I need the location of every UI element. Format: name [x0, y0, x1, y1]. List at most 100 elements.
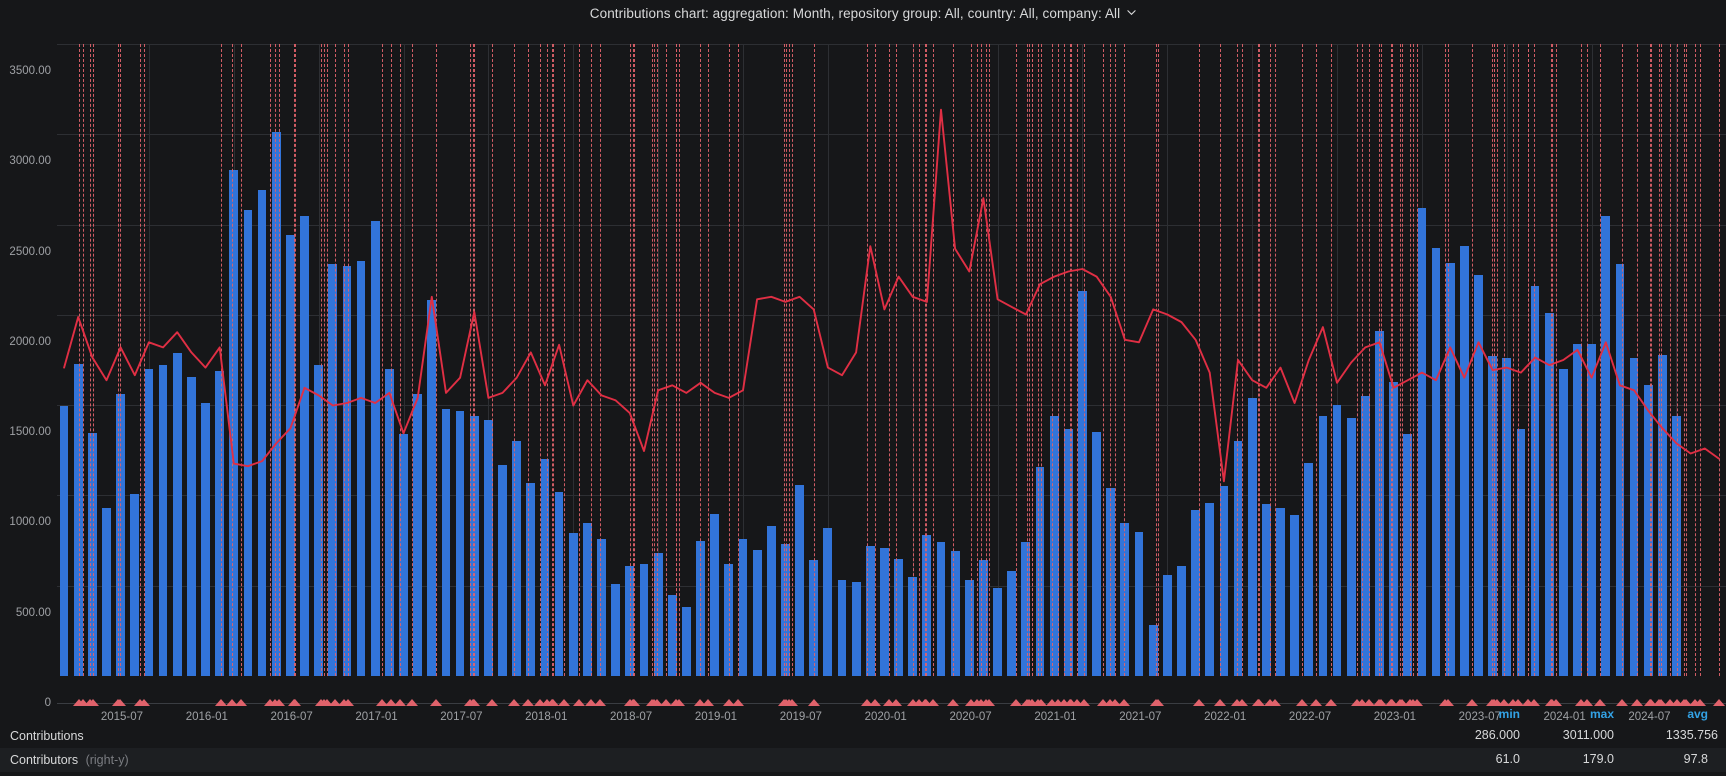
annotation-line[interactable]: [1699, 44, 1701, 676]
annotation-line[interactable]: [1402, 44, 1404, 676]
annotation-marker[interactable]: [1071, 699, 1084, 706]
annotation-line[interactable]: [563, 44, 565, 676]
bar[interactable]: [314, 365, 324, 676]
bar[interactable]: [1558, 369, 1568, 676]
legend-series-name[interactable]: Contributors (right-y): [10, 753, 129, 767]
annotation-marker[interactable]: [77, 699, 90, 706]
annotation-line[interactable]: [1270, 44, 1272, 676]
annotation-line[interactable]: [785, 44, 787, 676]
annotation-line[interactable]: [629, 44, 631, 676]
bar[interactable]: [385, 369, 394, 676]
annotation-line[interactable]: [1070, 44, 1072, 676]
annotation-line[interactable]: [1677, 44, 1679, 676]
annotation-marker[interactable]: [889, 699, 902, 706]
annotation-line[interactable]: [435, 44, 437, 676]
annotation-line[interactable]: [1518, 44, 1520, 676]
annotation-marker[interactable]: [1118, 699, 1131, 706]
bar[interactable]: [1318, 415, 1328, 676]
annotation-marker[interactable]: [342, 699, 355, 706]
annotation-marker[interactable]: [1644, 699, 1657, 706]
bar[interactable]: [738, 538, 748, 676]
annotation-line[interactable]: [323, 44, 325, 676]
annotation-line[interactable]: [411, 44, 413, 676]
bar[interactable]: [186, 377, 196, 676]
annotation-line[interactable]: [1158, 44, 1160, 676]
annotation-line[interactable]: [1027, 44, 1029, 676]
annotation-marker[interactable]: [1713, 699, 1726, 706]
annotation-line[interactable]: [1102, 44, 1104, 676]
bar[interactable]: [1389, 381, 1398, 676]
annotation-marker[interactable]: [694, 699, 707, 706]
bar[interactable]: [1346, 417, 1356, 676]
bar[interactable]: [1205, 502, 1215, 676]
bar[interactable]: [837, 580, 847, 676]
annotation-marker[interactable]: [1010, 699, 1022, 706]
annotation-line[interactable]: [1274, 44, 1276, 676]
bar[interactable]: [102, 508, 111, 676]
annotation-line[interactable]: [1494, 44, 1496, 676]
annotation-line[interactable]: [83, 44, 85, 676]
annotation-line[interactable]: [1413, 44, 1415, 676]
annotation-marker[interactable]: [722, 699, 735, 706]
annotation-marker[interactable]: [1410, 699, 1423, 706]
bar[interactable]: [1629, 358, 1639, 676]
annotation-marker[interactable]: [926, 699, 939, 706]
annotation-line[interactable]: [1316, 44, 1318, 676]
annotation-line[interactable]: [1685, 44, 1687, 676]
annotation-line[interactable]: [320, 44, 322, 676]
bar[interactable]: [1063, 428, 1073, 676]
annotation-line[interactable]: [1156, 44, 1158, 676]
annotation-marker[interactable]: [1046, 699, 1059, 706]
bar[interactable]: [158, 365, 168, 676]
annotation-line[interactable]: [241, 44, 243, 676]
annotation-marker[interactable]: [573, 699, 586, 706]
bar[interactable]: [1078, 291, 1087, 676]
annotation-line[interactable]: [1658, 44, 1660, 676]
annotation-line[interactable]: [986, 44, 988, 676]
bar[interactable]: [172, 352, 182, 676]
annotation-marker[interactable]: [226, 699, 239, 706]
bar[interactable]: [59, 406, 69, 676]
bar[interactable]: [583, 522, 592, 676]
bar[interactable]: [300, 215, 309, 676]
annotation-marker[interactable]: [1575, 699, 1587, 706]
bar[interactable]: [257, 190, 267, 676]
annotation-marker[interactable]: [1268, 699, 1281, 706]
annotation-line[interactable]: [1301, 44, 1303, 676]
bar[interactable]: [73, 363, 83, 676]
bar[interactable]: [1587, 343, 1596, 676]
annotation-marker[interactable]: [288, 699, 301, 706]
annotation-line[interactable]: [600, 44, 602, 676]
bar[interactable]: [356, 260, 366, 676]
annotation-line[interactable]: [653, 44, 655, 676]
bar[interactable]: [1445, 262, 1455, 676]
annotation-marker[interactable]: [1396, 699, 1409, 706]
annotation-marker[interactable]: [585, 699, 597, 706]
bar[interactable]: [399, 434, 408, 676]
bar[interactable]: [568, 533, 578, 676]
annotation-line[interactable]: [144, 44, 146, 676]
annotation-line[interactable]: [139, 44, 141, 676]
annotation-line[interactable]: [924, 44, 926, 676]
annotation-line[interactable]: [579, 44, 581, 676]
annotation-marker[interactable]: [376, 699, 388, 706]
annotation-line[interactable]: [1381, 44, 1383, 676]
annotation-marker[interactable]: [731, 699, 744, 706]
annotation-line[interactable]: [1492, 44, 1494, 676]
annotation-line[interactable]: [382, 44, 383, 676]
bar[interactable]: [1544, 313, 1554, 676]
annotation-line[interactable]: [1391, 44, 1393, 676]
annotation-marker[interactable]: [1096, 699, 1109, 706]
bar[interactable]: [1233, 441, 1243, 676]
chevron-down-icon[interactable]: [1127, 8, 1136, 17]
annotation-line[interactable]: [1416, 44, 1418, 676]
bar[interactable]: [271, 132, 281, 676]
chart-area[interactable]: 0 500.00 1000.00 1500.00 2000.00 2500.00 3000.…: [0, 27, 1726, 723]
bar[interactable]: [667, 594, 677, 676]
annotation-line[interactable]: [1064, 44, 1066, 676]
bar[interactable]: [1148, 625, 1158, 676]
annotation-line[interactable]: [1258, 44, 1260, 676]
legend-row-contributions[interactable]: Contributions 286.000 3011.000 1335.756: [0, 724, 1726, 748]
bar[interactable]: [328, 264, 338, 676]
bar[interactable]: [1134, 531, 1144, 676]
